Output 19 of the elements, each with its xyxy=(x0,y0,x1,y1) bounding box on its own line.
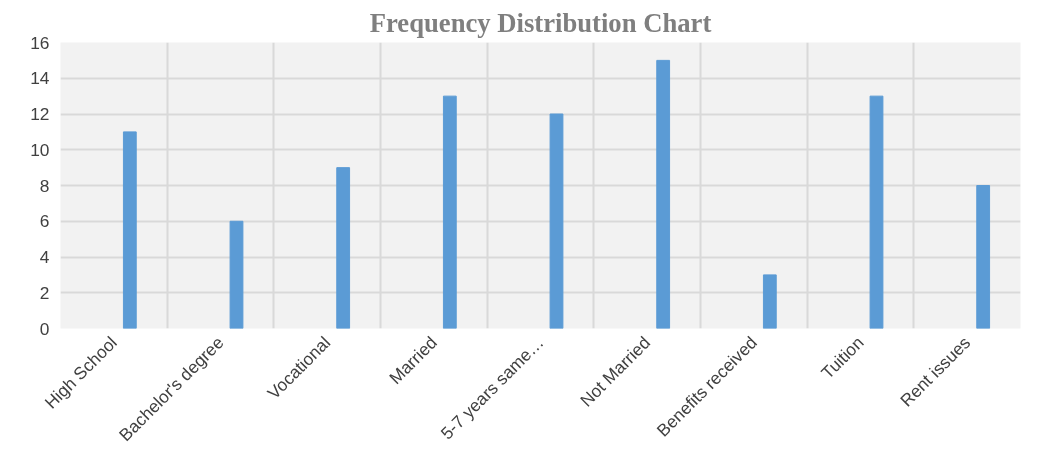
y-tick-label: 12 xyxy=(30,104,50,124)
y-tick-label: 8 xyxy=(39,175,50,196)
chart-title: Frequency Distribution Chart xyxy=(369,7,712,38)
bar xyxy=(442,95,457,329)
bar xyxy=(122,131,137,329)
bar xyxy=(336,167,351,329)
y-tick-label: 6 xyxy=(39,211,50,232)
bar xyxy=(869,95,884,329)
bar xyxy=(762,274,777,329)
bar xyxy=(976,185,991,329)
y-tick-label: 16 xyxy=(30,32,50,53)
y-tick-label: 0 xyxy=(39,318,50,339)
bar xyxy=(656,59,671,329)
y-tick-label: 2 xyxy=(39,282,50,303)
bar xyxy=(229,220,244,329)
y-tick-label: 14 xyxy=(30,68,50,89)
y-tick-label: 10 xyxy=(30,139,50,160)
y-tick-label: 4 xyxy=(39,247,50,267)
bar xyxy=(549,113,564,329)
